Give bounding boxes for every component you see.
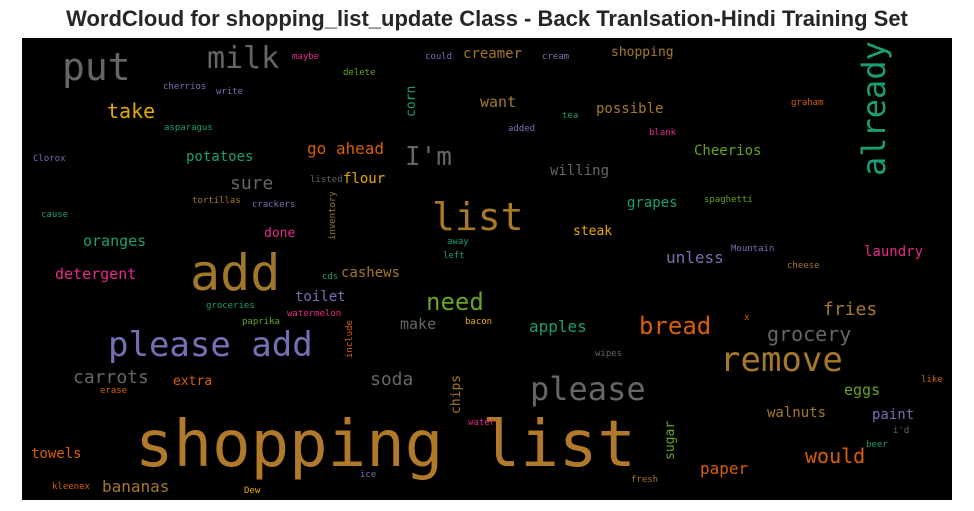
word-left: left [443,251,465,261]
word-list: list [432,195,524,239]
word-unless: unless [666,248,724,267]
word-sugar: sugar [663,421,678,460]
word-tortillas: tortillas [192,196,241,206]
word-like: like [921,375,943,385]
word-could: could [425,52,452,62]
word-fresh: fresh [631,475,658,485]
word-asparagus: asparagus [164,123,213,133]
word-paper: paper [700,459,749,478]
chart-title: WordCloud for shopping_list_update Class… [66,6,908,31]
word-corn: corn [404,86,419,117]
word-mountain: Mountain [731,244,774,254]
word-listed: listed [310,175,343,185]
word-cds: cds [322,272,338,282]
word-walnuts: walnuts [767,405,826,421]
word-clorox: Clorox [33,154,66,164]
word-spaghetti: spaghetti [704,195,753,205]
word-remove: remove [720,340,843,380]
word-i-m: I'm [405,142,452,172]
word-steak: steak [573,224,612,239]
word-cause: cause [41,210,68,220]
word-cashews: cashews [341,265,400,281]
word-erase: erase [100,386,127,396]
word-make: make [400,315,436,333]
word-cream: cream [542,52,569,62]
word-grapes: grapes [627,195,678,211]
word-bread: bread [639,312,711,340]
word-creamer: creamer [463,46,522,62]
word-put: put [62,45,131,89]
word-paint: paint [872,407,914,423]
word-oranges: oranges [83,232,146,250]
word-x: x [744,313,750,323]
word-write: write [216,87,243,97]
word-blank: blank [649,128,677,138]
word-possible: possible [596,101,663,117]
word-toilet: toilet [295,289,346,305]
word-delete: delete [343,68,376,78]
word-detergent: detergent [55,265,136,283]
word-cheerios: Cheerios [694,143,761,159]
word-go-ahead: go ahead [307,139,384,158]
word-fries: fries [823,299,877,320]
word-would: would [805,444,865,468]
word-added: added [508,124,535,134]
word-bacon: bacon [465,317,492,327]
word-done: done [264,226,295,241]
word-beer: beer [866,440,888,450]
word-chips: chips [449,375,464,414]
word-bananas: bananas [102,477,169,496]
word-kleenex: kleenex [52,482,91,492]
word-include: include [345,320,355,358]
word-watermelon: watermelon [287,309,341,319]
word-ice: ice [360,470,376,480]
word-milk: milk [207,41,279,76]
word-soda: soda [370,369,413,390]
word-laundry: laundry [864,244,923,260]
word-flour: flour [343,171,385,187]
word-extra: extra [173,374,212,389]
word-eggs: eggs [844,381,880,399]
word-want: want [480,93,516,111]
word-grocery: grocery [767,322,851,346]
word-tea: tea [562,111,578,121]
word-cheese: cheese [787,261,820,271]
word-cherrios: cherrios [163,82,206,92]
word-add: add [190,244,280,302]
word-please: please [530,370,646,408]
word-groceries: groceries [206,301,255,311]
word-crackers: crackers [252,200,295,210]
word-already: already [855,41,893,176]
word-shopping: shopping [611,45,674,60]
word-willing: willing [550,163,609,179]
word-need: need [426,288,484,316]
word-take: take [107,99,155,123]
word-away: away [447,237,469,247]
wordcloud-svg: shopping list add please add remove list put a… [31,41,943,496]
word-shopping-list: shopping list [135,408,636,482]
word-please-add: please add [108,325,313,365]
word-wipes: wipes [595,349,622,359]
word-maybe: maybe [292,52,319,62]
word-apples: apples [529,317,587,336]
word-paprika: paprika [242,317,280,327]
word-towels: towels [31,446,82,462]
word-graham: graham [791,98,824,108]
word-i-d: i'd [893,426,909,436]
word-dew: Dew [244,486,261,496]
word-water: water [468,418,496,428]
word-carrots: carrots [73,367,149,388]
word-inventory: inventory [328,191,338,240]
wordcloud-canvas: shopping list add please add remove list put a… [22,38,952,500]
word-potatoes: potatoes [186,149,253,165]
word-sure: sure [230,173,273,194]
